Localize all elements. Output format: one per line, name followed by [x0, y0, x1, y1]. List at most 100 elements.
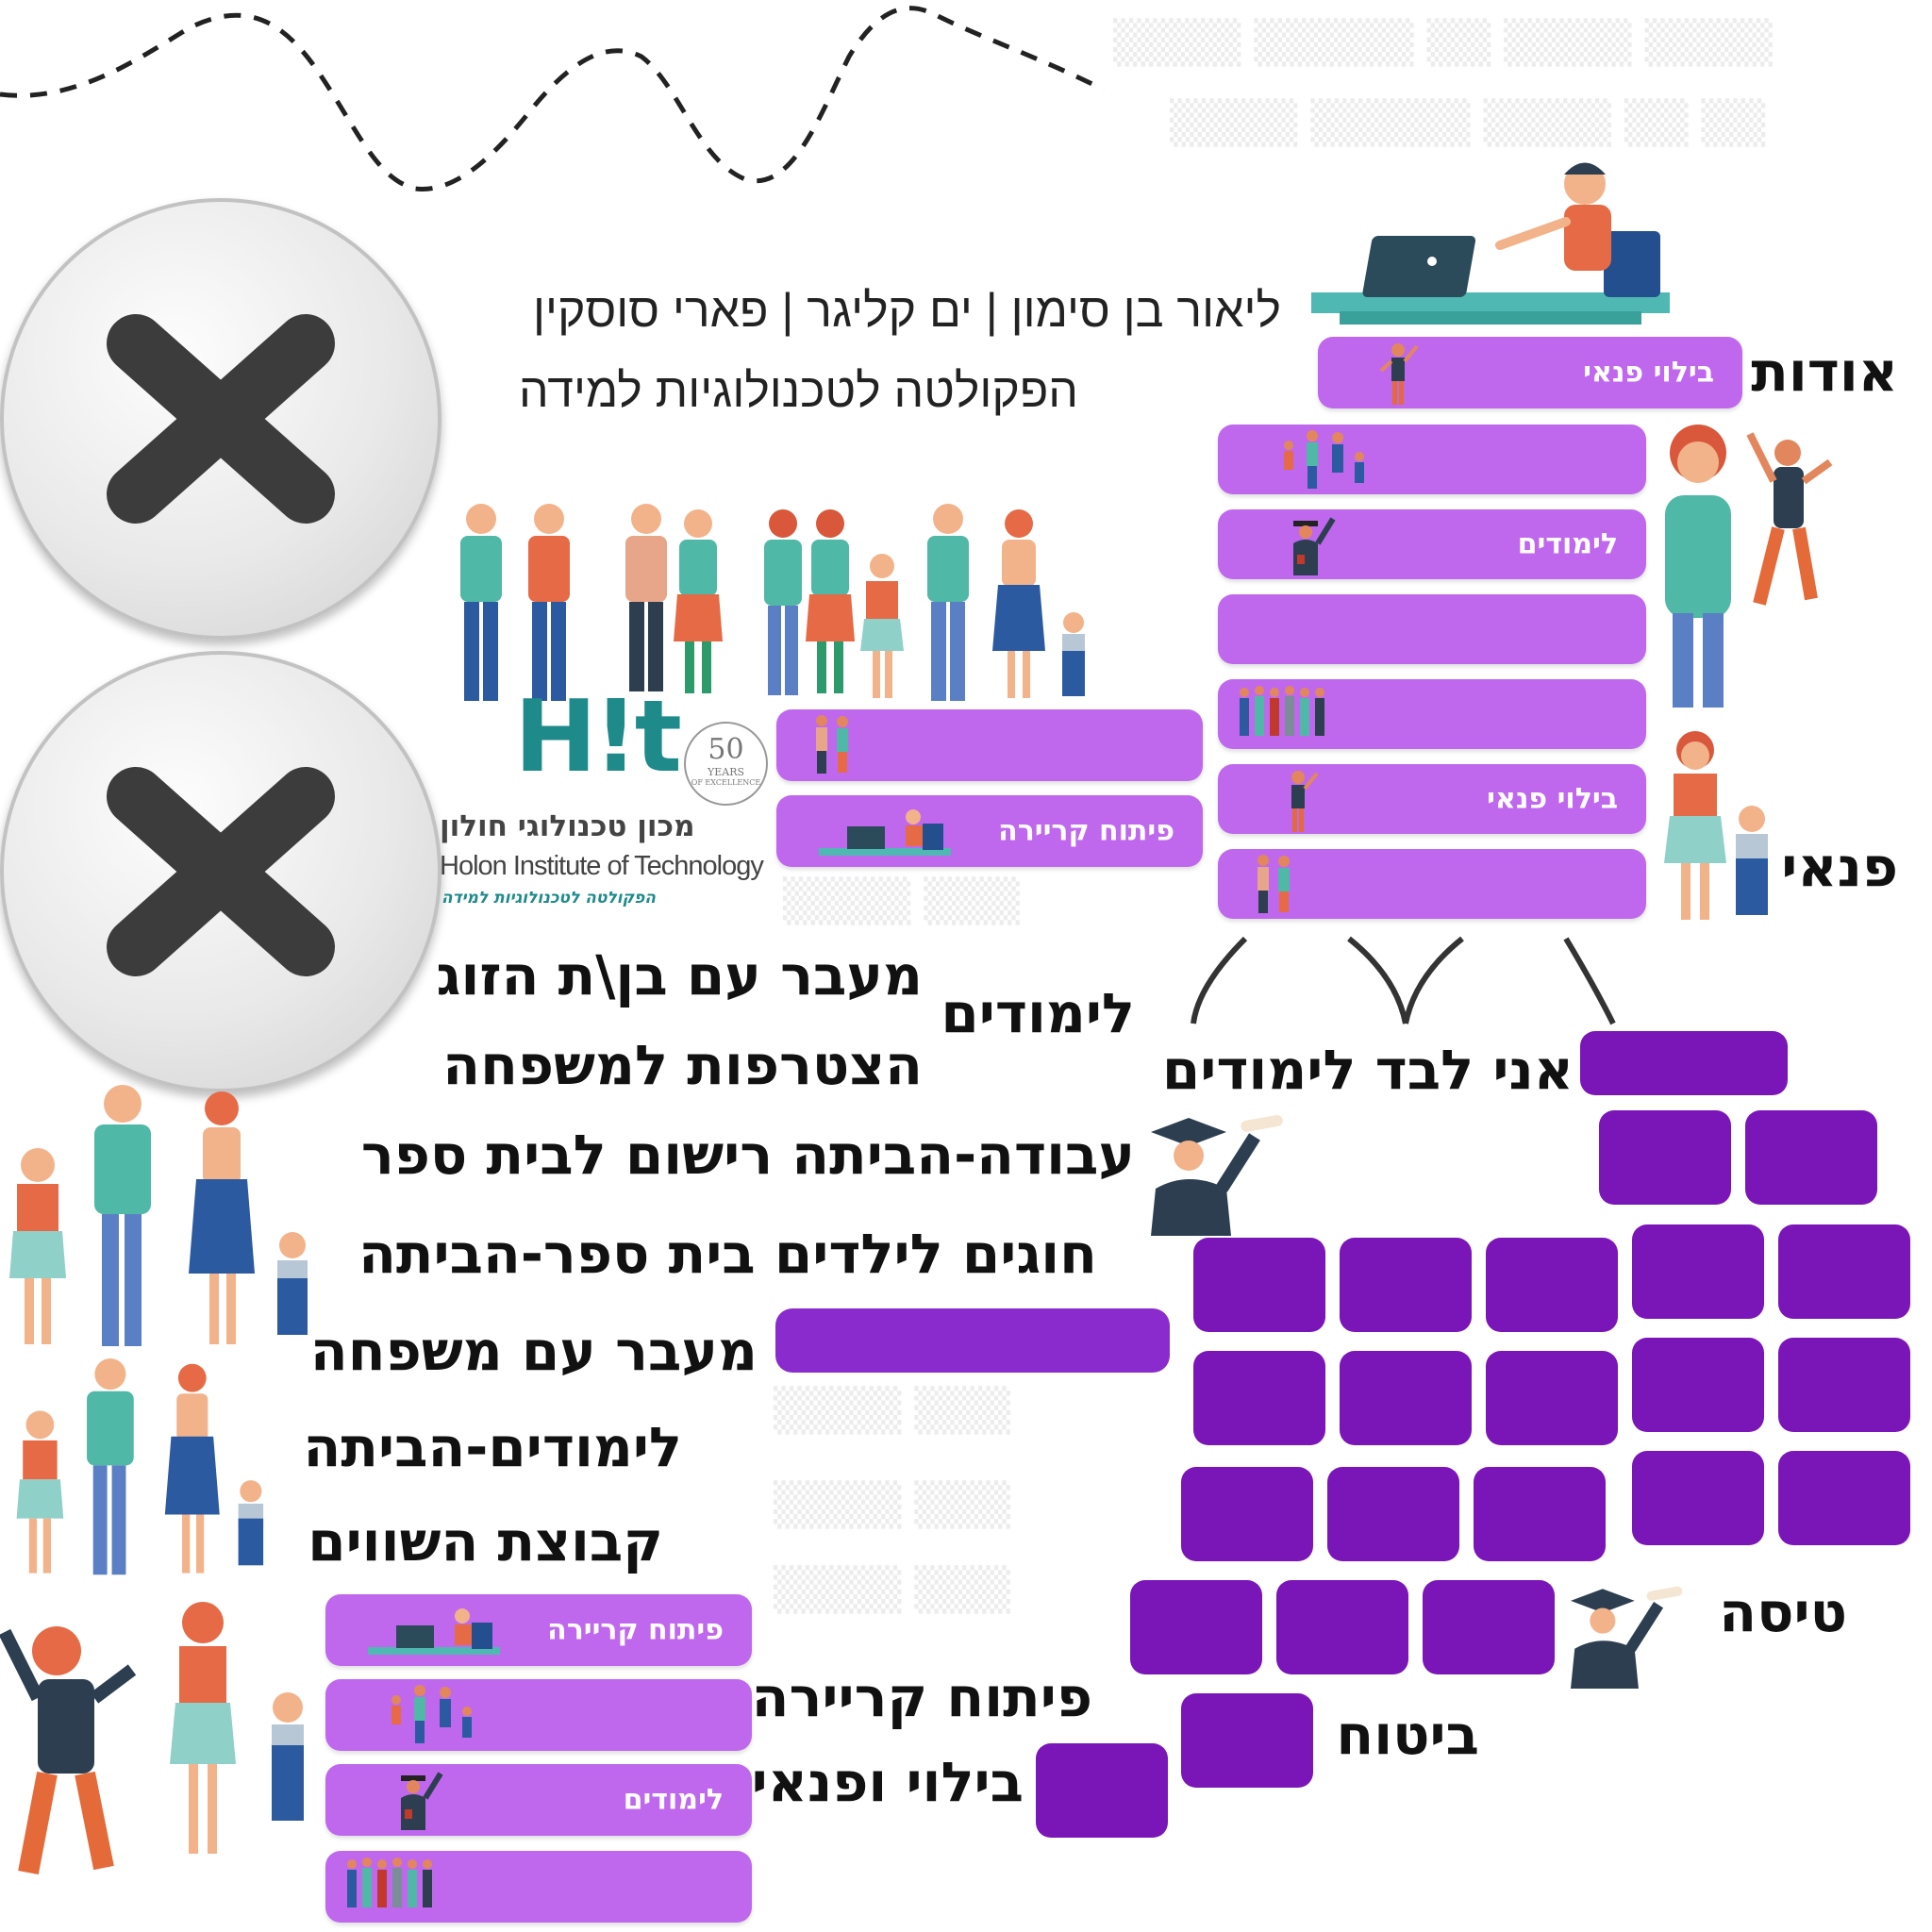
- pill-family[interactable]: [1218, 425, 1646, 494]
- celebrating-man-icon: [1291, 771, 1319, 832]
- celebrating-man-icon: [1379, 343, 1419, 405]
- pill-empty[interactable]: [1218, 594, 1646, 664]
- pill-label: בילוי פנאי: [1583, 356, 1714, 390]
- wall-brick[interactable]: [1193, 1351, 1325, 1445]
- wall-brick[interactable]: [1778, 1224, 1910, 1319]
- logo-faculty-he: הפקולטה לטכנולוגיות למידה: [441, 889, 656, 908]
- family-icon: [1284, 430, 1364, 489]
- wall-brick[interactable]: [1193, 1238, 1325, 1332]
- menu-item[interactable]: מעבר עם בן\ת הזוג: [436, 943, 923, 1008]
- family-illustration: [16, 1358, 264, 1575]
- menu-item[interactable]: עבודה-הביתה רישום לבית ספר: [360, 1123, 1135, 1187]
- menu-item[interactable]: חוגים לילדים בית ספר-הביתה: [358, 1222, 1097, 1286]
- heading-flight: טיסה: [1719, 1580, 1847, 1644]
- watermark: ▒▒▒ ▒▒▒▒: [774, 1387, 1010, 1435]
- wall-brick[interactable]: [1778, 1451, 1910, 1545]
- close-icon: [107, 767, 335, 976]
- wall-brick[interactable]: [1580, 1031, 1788, 1095]
- wide-bar[interactable]: [775, 1308, 1170, 1373]
- wall-brick[interactable]: [1130, 1580, 1262, 1674]
- pill-label: לימודים: [1517, 527, 1618, 561]
- menu-item[interactable]: הצטרפות למשפחה: [442, 1033, 923, 1097]
- logo-name-en: Holon Institute of Technology: [440, 851, 764, 881]
- boy-illustration: [1736, 806, 1768, 915]
- pill-studies[interactable]: לימודים: [1218, 509, 1646, 579]
- wall-brick[interactable]: [1486, 1238, 1618, 1332]
- watermark: ▒▒▒ ▒▒▒▒: [783, 877, 1020, 925]
- wall-brick[interactable]: [1599, 1110, 1731, 1205]
- anniversary-number: 50: [708, 733, 744, 766]
- watermark: ▒▒▒ ▒▒▒▒: [774, 1481, 1010, 1529]
- pill-family-bottom[interactable]: [325, 1679, 752, 1751]
- pill-studies-bottom[interactable]: לימודים: [325, 1764, 752, 1836]
- family-group-illustration: [460, 504, 1085, 701]
- wall-brick[interactable]: [1327, 1467, 1459, 1561]
- wall-brick[interactable]: [1181, 1467, 1313, 1561]
- pill-label: לימודים: [623, 1783, 724, 1817]
- close-button[interactable]: [0, 651, 441, 1092]
- heading-about: אודות: [1751, 340, 1898, 404]
- pill-extended-family-bottom[interactable]: [325, 1851, 752, 1923]
- graduate-illustration: [1151, 1115, 1283, 1236]
- woman-illustration: [1665, 425, 1731, 708]
- heading-insurance: ביטוח: [1336, 1703, 1479, 1767]
- watermark: ▒▒▒ ▒▒▒▒: [774, 1566, 1010, 1614]
- pill-career[interactable]: פיתוח קריירה: [776, 795, 1203, 867]
- heading-leisure: פנאי: [1781, 835, 1898, 899]
- pill-couple[interactable]: [1218, 849, 1646, 919]
- pill-label: בילוי פנאי: [1487, 782, 1618, 816]
- couple-icon: [1257, 855, 1290, 913]
- wall-brick[interactable]: [1423, 1580, 1555, 1674]
- pill-couple[interactable]: [776, 709, 1203, 781]
- girl-illustration: [1664, 731, 1726, 920]
- wall-brick[interactable]: [1486, 1351, 1618, 1445]
- wall-brick[interactable]: [1340, 1351, 1472, 1445]
- wall-brick[interactable]: [1036, 1743, 1168, 1838]
- close-icon: [107, 314, 335, 524]
- extended-family-icon: [1240, 686, 1324, 736]
- couple-icon: [816, 715, 848, 774]
- watermark: ▒▒ ▒▒ ▒▒▒▒ ▒▒▒▒▒ ▒▒▒▒: [1170, 99, 1766, 147]
- desk-worker-icon: [819, 809, 951, 856]
- woman-at-desk-illustration: [1311, 162, 1670, 325]
- anniversary-excellence: OF EXCELLENCE: [691, 778, 761, 787]
- celebrating-man-illustration: [1746, 432, 1833, 606]
- menu-item[interactable]: קבוצת השווים: [308, 1509, 663, 1574]
- celebrating-group-illustration: [0, 1602, 304, 1875]
- wall-brick[interactable]: [1778, 1338, 1910, 1432]
- pill-top-leisure[interactable]: בילוי פנאי: [1318, 337, 1742, 408]
- menu-item[interactable]: מעבר עם משפחה: [309, 1319, 758, 1383]
- heading-career: פיתוח קריירה: [751, 1665, 1092, 1729]
- heading-leisure-fun: בילוי ופנאי: [751, 1750, 1024, 1814]
- wall-brick[interactable]: [1745, 1110, 1877, 1205]
- anniversary-badge: 50 YEARS OF EXCELLENCE: [684, 722, 768, 806]
- authors-line: ליאור בן סימון | ים קליגר | פארי סוסקין: [532, 284, 1281, 337]
- branch-lines: [1191, 936, 1616, 1025]
- graduate-icon: [1293, 517, 1336, 575]
- pill-label: פיתוח קריירה: [998, 814, 1174, 848]
- family-illustration: [9, 1085, 308, 1346]
- pill-career-bottom[interactable]: פיתוח קריירה: [325, 1594, 752, 1666]
- family-icon: [391, 1685, 472, 1743]
- close-button[interactable]: [0, 198, 441, 640]
- extended-family-icon: [347, 1857, 432, 1907]
- hit-logo: H!t 50 YEARS OF EXCELLENCE מכון טכנולוגי…: [434, 679, 774, 924]
- desk-worker-icon: [368, 1608, 500, 1655]
- graduate-illustration: [1571, 1586, 1683, 1689]
- wall-brick[interactable]: [1340, 1238, 1472, 1332]
- pill-leisure[interactable]: בילוי פנאי: [1218, 764, 1646, 834]
- faculty-line: הפקולטה לטכנולוגיות למידה: [519, 364, 1078, 417]
- pill-label: פיתוח קריירה: [547, 1613, 724, 1647]
- logo-name-he: מכון טכנולוגי חולון: [440, 809, 695, 843]
- wall-brick[interactable]: [1181, 1693, 1313, 1788]
- pill-extended-family[interactable]: [1218, 679, 1646, 749]
- wall-brick[interactable]: [1276, 1580, 1408, 1674]
- menu-item[interactable]: לימודים-הביתה: [303, 1415, 682, 1479]
- wall-brick[interactable]: [1632, 1338, 1764, 1432]
- wall-brick[interactable]: [1632, 1451, 1764, 1545]
- wall-brick[interactable]: [1474, 1467, 1606, 1561]
- wall-brick[interactable]: [1632, 1224, 1764, 1319]
- anniversary-years: YEARS: [707, 766, 745, 778]
- watermark: ▒▒▒▒ ▒▒▒▒ ▒▒ ▒▒▒▒▒ ▒▒▒▒: [1113, 19, 1773, 67]
- graduate-icon: [401, 1772, 443, 1830]
